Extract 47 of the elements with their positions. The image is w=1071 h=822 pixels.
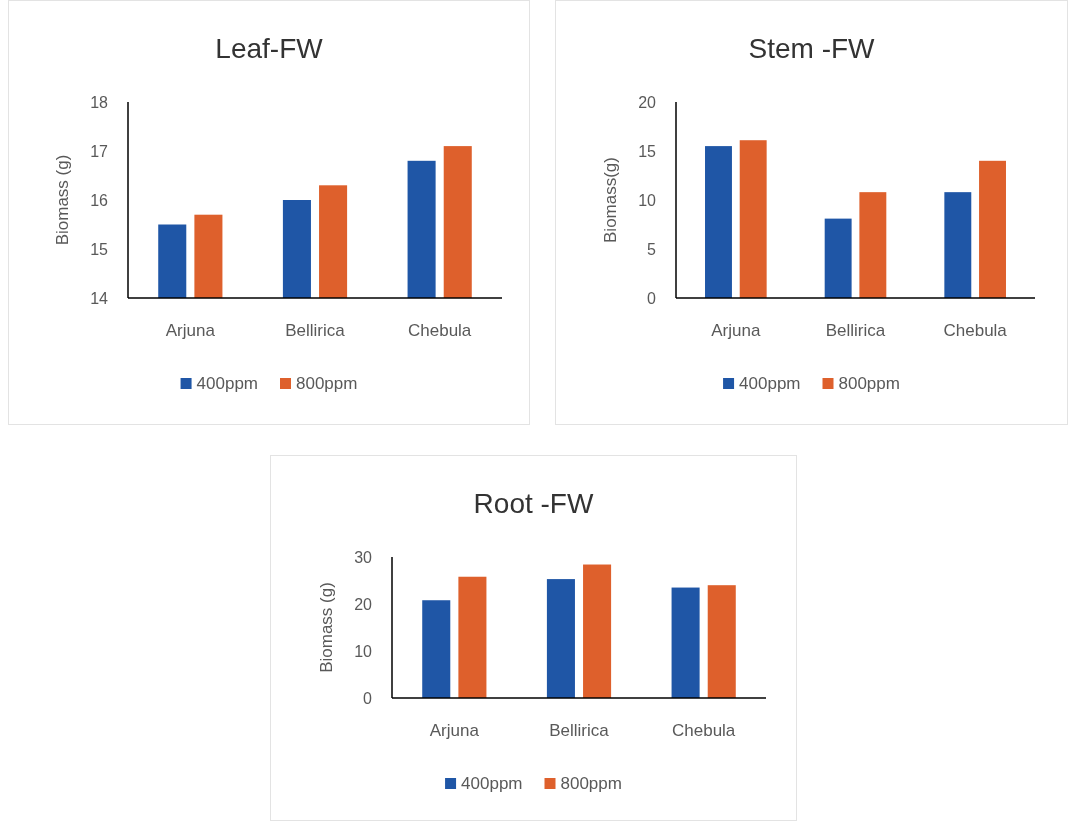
bar [671,587,700,698]
y-tick-label: 20 [354,595,373,613]
legend-label: 800ppm [560,774,622,793]
x-tick-label: Arjuna [711,321,761,340]
bar [705,146,732,298]
y-tick-label: 5 [647,240,657,258]
y-tick-label: 17 [90,142,109,160]
bar [422,600,451,698]
x-tick-label: Arjuna [165,321,216,340]
bar [859,192,887,298]
y-axis-title: Biomass(g) [600,157,620,243]
legend-label: 400ppm [461,774,523,793]
chart-title: Leaf-FW [215,33,324,64]
legend-label: 400ppm [196,374,258,393]
bar [944,192,972,298]
legend-label: 800ppm [838,374,900,393]
y-tick-label: 0 [647,289,657,307]
bar [546,579,575,698]
x-tick-label: Chebula [672,721,736,740]
legend-label: 400ppm [739,374,801,393]
y-tick-label: 10 [638,191,657,209]
bar [739,140,767,298]
bar [979,160,1006,298]
y-tick-label: 15 [90,240,109,258]
y-tick-label: 20 [638,93,657,111]
y-tick-label: 14 [90,289,109,307]
chart-title: Stem -FW [748,33,876,64]
x-tick-label: Bellirica [825,321,886,340]
x-tick-label: Arjuna [429,721,480,740]
chart-title: Root -FW [473,488,594,519]
x-tick-label: Bellirica [285,321,346,340]
bar [583,564,612,698]
x-tick-label: Bellirica [549,721,610,740]
y-tick-label: 10 [354,642,373,660]
y-tick-label: 0 [363,689,373,707]
legend-label: 800ppm [296,374,358,393]
x-tick-label: Chebula [408,321,472,340]
bar [707,585,736,698]
bar [458,576,487,698]
y-tick-label: 16 [90,191,109,209]
y-tick-label: 30 [354,548,373,566]
y-axis-title: Biomass (g) [316,582,336,673]
x-tick-label: Chebula [943,321,1008,340]
y-axis-title: Biomass (g) [52,154,72,246]
y-tick-label: 15 [638,142,657,160]
bar [824,218,852,298]
y-tick-label: 18 [90,93,109,111]
